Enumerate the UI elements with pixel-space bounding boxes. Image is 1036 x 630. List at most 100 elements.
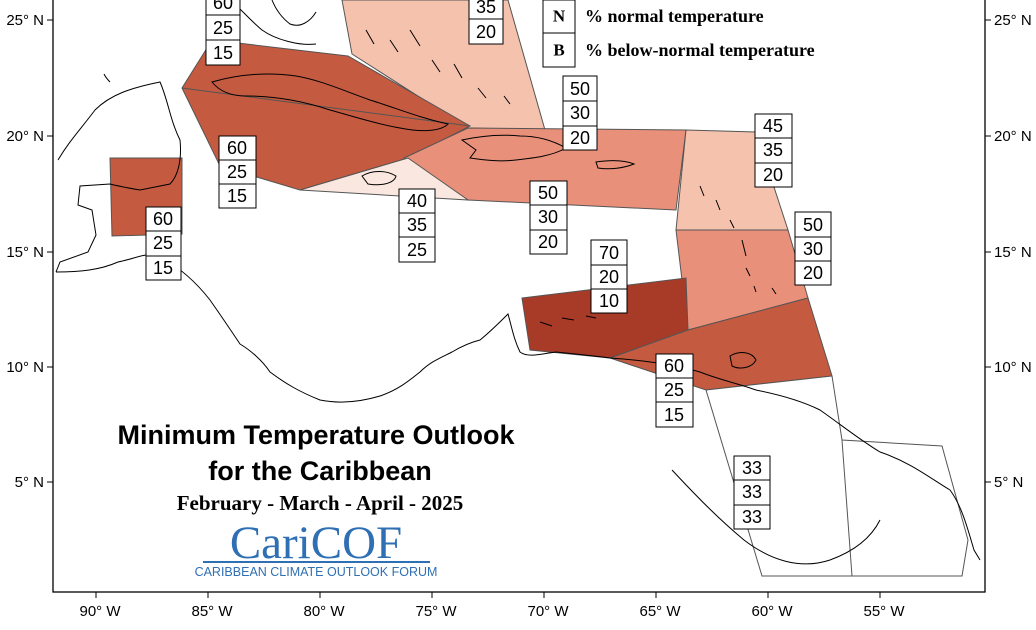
prob-value: 60 <box>213 0 233 13</box>
coast-trinidad <box>729 352 757 369</box>
prob-cell <box>794 236 832 262</box>
prob-value: 33 <box>742 507 762 527</box>
forecast-box-belize: 60 25 15 <box>145 206 182 281</box>
prob-value: 40 <box>407 191 427 211</box>
prob-value: 50 <box>538 183 558 203</box>
prob-value: 20 <box>763 165 783 185</box>
legend-key-box <box>542 32 576 68</box>
forecast-box-windward-islands: 50 30 20 <box>794 211 832 286</box>
y-tick-label: 15° N <box>6 244 44 261</box>
prob-value: 35 <box>763 140 783 160</box>
prob-cell <box>562 125 598 151</box>
coast-bahamas <box>365 29 511 105</box>
prob-value: 33 <box>742 458 762 478</box>
legend-text-normal: % normal temperature <box>585 6 764 26</box>
prob-cell <box>145 255 182 281</box>
logo-wordmark: CariCOF <box>230 517 402 569</box>
y-tick-label: 15° N <box>994 244 1032 261</box>
coast-cuba <box>211 73 450 132</box>
y-tick-label: 10° N <box>6 359 44 376</box>
forecast-box-abc-islands: 70 20 10 <box>590 239 628 314</box>
prob-cell <box>754 137 793 164</box>
prob-value: 35 <box>407 215 427 235</box>
x-tick-label: 90° W <box>79 603 121 620</box>
x-tick-label: 60° W <box>751 603 793 620</box>
prob-cell <box>655 377 694 403</box>
prob-value: 35 <box>476 0 496 17</box>
prob-value: 15 <box>153 258 173 278</box>
coast-puerto-rico <box>595 160 636 170</box>
prob-cell <box>733 504 771 530</box>
y-tick-label: 5° N <box>994 474 1023 491</box>
prob-value: 25 <box>407 240 427 260</box>
prob-value: 20 <box>538 232 558 252</box>
y-tick-label: 20° N <box>994 128 1032 145</box>
prob-cell <box>794 260 832 286</box>
prob-value: 20 <box>599 267 619 287</box>
map-title: Minimum Temperature Outlook for the Cari… <box>117 420 515 515</box>
prob-value: 20 <box>476 22 496 42</box>
prob-cell <box>754 113 793 139</box>
y-tick-label: 25° N <box>994 12 1032 29</box>
forecast-box-hispaniola-north: 50 30 20 <box>562 75 598 151</box>
prob-cell <box>205 39 241 66</box>
prob-value: 15 <box>664 405 684 425</box>
coast-orinoco <box>671 469 881 565</box>
forecast-box-bahamas-west: 60 25 15 <box>205 0 241 66</box>
title-period: February - March - April - 2025 <box>177 491 464 515</box>
prob-cell <box>590 239 628 266</box>
forecast-box-leeward-islands: 45 35 20 <box>754 113 793 188</box>
prob-cell <box>733 479 771 506</box>
prob-cell <box>590 288 628 314</box>
prob-cell <box>794 211 832 238</box>
axis-ticks <box>47 19 991 598</box>
prob-cell <box>218 183 257 209</box>
prob-value: 60 <box>227 138 247 158</box>
prob-value: 25 <box>664 380 684 400</box>
forecast-box-bahamas-east: 35 20 <box>468 0 504 45</box>
forecast-box-cuba: 60 25 15 <box>218 135 257 209</box>
prob-value: 30 <box>538 207 558 227</box>
prob-value: 50 <box>803 215 823 235</box>
legend-letter-normal: N <box>553 7 566 26</box>
prob-value: 10 <box>599 291 619 311</box>
y-tick-label: 5° N <box>15 474 44 491</box>
prob-value: 60 <box>664 356 684 376</box>
legend-key-box <box>542 0 576 34</box>
prob-value: 60 <box>153 209 173 229</box>
prob-cell <box>529 180 568 206</box>
coast-south-america <box>609 357 981 561</box>
forecast-box-guianas: 33 33 33 <box>733 455 771 530</box>
x-tick-label: 55° W <box>863 603 905 620</box>
y-tick-label: 25° N <box>6 12 44 29</box>
x-axis-labels: 90° W 85° W 80° W 75° W 70° W 65° W 60° … <box>79 603 905 620</box>
prob-value: 25 <box>227 162 247 182</box>
prob-value: 30 <box>803 239 823 259</box>
prob-cell <box>145 206 182 232</box>
prob-value: 15 <box>213 43 233 63</box>
prob-cell <box>398 236 436 263</box>
legend-letter-below: B <box>553 41 564 60</box>
prob-cell <box>754 162 793 188</box>
forecast-box-trinidad: 60 25 15 <box>655 353 694 428</box>
coast-mexico-yucatan <box>55 81 181 273</box>
prob-cell <box>562 75 598 102</box>
y-axis-labels-left: 25° N 20° N 15° N 10° N 5° N <box>6 12 44 491</box>
coast-jamaica <box>361 171 397 186</box>
x-tick-label: 85° W <box>191 603 233 620</box>
x-tick-label: 75° W <box>415 603 457 620</box>
prob-value: 20 <box>803 263 823 283</box>
prob-value: 20 <box>570 128 590 148</box>
x-tick-label: 65° W <box>639 603 681 620</box>
logo-tagline: CARIBBEAN CLIMATE OUTLOOK FORUM <box>195 565 438 579</box>
map-frame <box>52 0 986 593</box>
x-tick-label: 70° W <box>527 603 569 620</box>
prob-value: 25 <box>213 18 233 38</box>
prob-value: 33 <box>742 482 762 502</box>
coast-abc-islands <box>539 315 597 327</box>
prob-value: 15 <box>227 186 247 206</box>
legend: N B % normal temperature % below-normal … <box>542 0 815 68</box>
prob-value: 25 <box>153 233 173 253</box>
prob-cell <box>655 401 694 428</box>
y-axis-labels-right: 25° N 20° N 15° N 10° N 5° N <box>994 12 1032 491</box>
